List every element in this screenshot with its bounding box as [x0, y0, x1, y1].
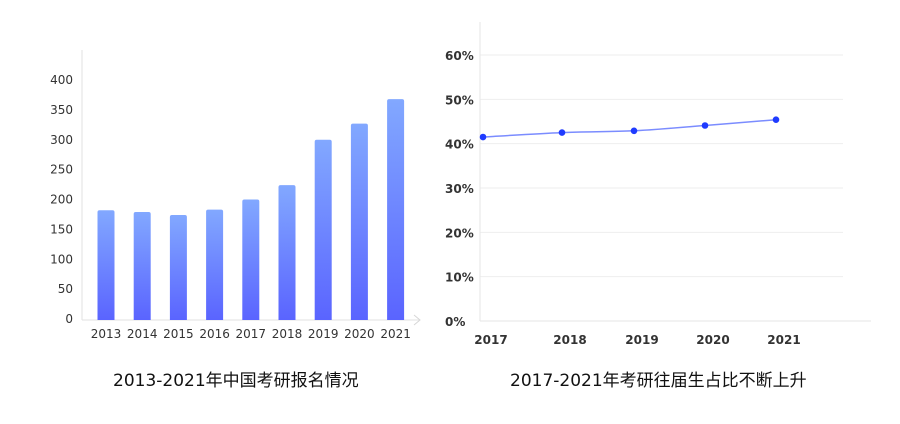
x-tick-label: 2021 [380, 327, 411, 341]
y-tick-label: 100 [50, 252, 73, 266]
bar-2021 [387, 99, 405, 321]
data-point-2017 [479, 133, 487, 141]
line-chart-y-ticks: 0% 10% 20% 30% 40% 50% 60% [445, 49, 474, 329]
bar-chart-title: 2013-2021年中国考研报名情况 [113, 371, 359, 391]
y-tick-label: 250 [50, 163, 73, 177]
y-tick-label: 0 [65, 312, 73, 326]
x-tick-label: 2016 [199, 327, 230, 341]
data-point-2018 [558, 129, 566, 136]
bar-2014 [133, 212, 151, 320]
x-tick-label: 2014 [127, 327, 158, 341]
bar-2018 [278, 185, 296, 320]
x-tick-label: 2019 [625, 333, 658, 347]
line-chart-title: 2017-2021年考研往届生占比不断上升 [510, 371, 807, 391]
y-tick-label: 40% [445, 138, 474, 152]
y-tick-label: 60% [445, 49, 474, 63]
x-tick-label: 2013 [91, 327, 122, 341]
line-chart-markers [479, 116, 780, 141]
y-tick-label: 150 [50, 222, 73, 236]
x-tick-label: 2015 [163, 327, 194, 341]
line-chart-series [482, 118, 777, 138]
y-tick-label: 350 [50, 103, 73, 117]
x-tick-label: 2019 [308, 327, 339, 341]
y-tick-label: 20% [445, 226, 474, 240]
y-tick-label: 0% [445, 315, 465, 329]
x-tick-label: 2020 [344, 327, 375, 341]
data-point-2020 [701, 122, 709, 129]
x-tick-label: 2017 [236, 327, 267, 341]
bar-2019 [314, 139, 332, 320]
bar-2017 [242, 199, 260, 320]
data-point-2021 [772, 116, 780, 124]
x-tick-label: 2021 [767, 333, 800, 347]
x-axis-arrow-icon [413, 314, 421, 326]
y-tick-label: 50% [445, 93, 474, 107]
y-tick-label: 200 [50, 193, 73, 207]
line-chart-x-ticks: 2017 2018 2019 2020 2021 [474, 333, 800, 347]
x-tick-label: 2018 [553, 333, 586, 347]
bar-2016 [206, 209, 224, 320]
y-tick-label: 400 [50, 73, 73, 87]
x-tick-label: 2017 [474, 333, 507, 347]
y-tick-label: 300 [50, 133, 73, 147]
x-tick-label: 2020 [696, 333, 729, 347]
bar-2015 [169, 215, 187, 320]
y-tick-label: 30% [445, 182, 474, 196]
bar-chart-y-ticks: 0 50 100 150 200 250 300 350 400 [50, 73, 73, 326]
y-tick-label: 50 [58, 282, 73, 296]
y-tick-label: 10% [445, 271, 474, 285]
bar-chart-x-ticks: 2013 2014 2015 2016 2017 2018 2019 2020 2021 [91, 327, 411, 341]
bar-2020 [350, 123, 368, 321]
data-point-2019 [630, 127, 638, 135]
bar-chart-bars [97, 99, 405, 321]
bar-2013 [97, 210, 115, 320]
line-chart: 0% 10% 20% 30% 40% 50% 60% 2017 2018 2019 2020 202… [445, 22, 871, 347]
line-chart-gridlines [480, 54, 843, 278]
x-tick-label: 2018 [272, 327, 303, 341]
